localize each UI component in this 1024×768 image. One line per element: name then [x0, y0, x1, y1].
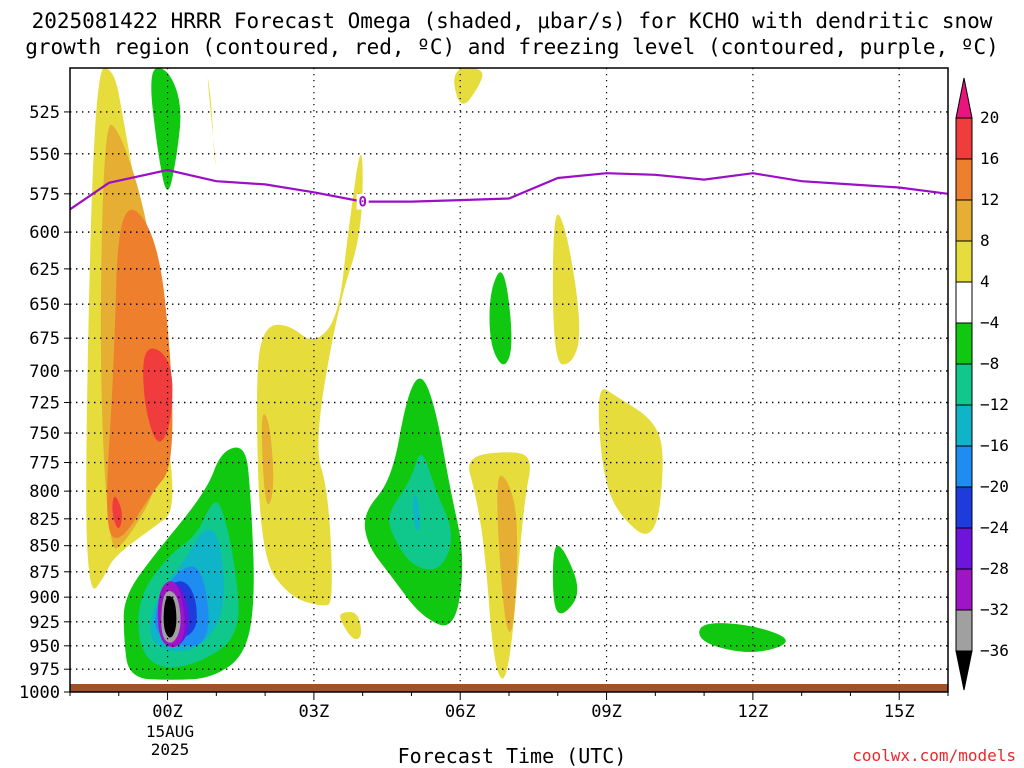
colorbar-label-11: −28	[980, 559, 1009, 578]
ytick-label-550: 550	[29, 145, 60, 165]
colorbar-segment-12	[955, 609, 973, 652]
colorbar-label-0: 20	[980, 108, 999, 127]
ytick-label-650: 650	[29, 295, 60, 315]
colorbar-segment-1	[955, 158, 973, 201]
colorbar-label-12: −32	[980, 600, 1009, 619]
colorbar-label-1: 16	[980, 149, 999, 168]
ytick-label-700: 700	[29, 362, 60, 382]
colorbar-label-8: −16	[980, 436, 1009, 455]
omega-region-2	[107, 209, 173, 539]
freezing-level-line	[70, 168, 948, 211]
colorbar-segment-2	[955, 199, 973, 242]
colorbar-segment-0	[955, 117, 973, 160]
ytick-label-675: 675	[29, 329, 60, 349]
date-label-day: 15AUG	[145, 722, 195, 741]
ytick-label-825: 825	[29, 510, 60, 530]
omega-region-5	[207, 78, 216, 164]
source-credit: coolwx.com/models	[852, 746, 1016, 765]
ytick-label-725: 725	[29, 393, 60, 413]
colorbar-bottom-arrow	[955, 650, 973, 691]
ytick-label-850: 850	[29, 537, 60, 557]
colorbar-segment-4	[955, 281, 973, 324]
ytick-label-575: 575	[29, 185, 60, 205]
omega-region-25	[389, 454, 452, 570]
freezing-level-label-bg	[356, 193, 369, 210]
colorbar-label-9: −20	[980, 477, 1009, 496]
colorbar-label-10: −24	[980, 518, 1009, 537]
ytick-label-750: 750	[29, 424, 60, 444]
omega-region-11	[497, 475, 518, 632]
omega-shading	[86, 68, 786, 680]
colorbar-label-13: −36	[980, 641, 1009, 660]
colorbar-segment-11	[955, 568, 973, 611]
omega-region-27	[489, 272, 512, 365]
colorbar-segment-10	[955, 527, 973, 570]
omega-region-9	[454, 68, 483, 104]
ytick-label-600: 600	[29, 223, 60, 243]
xtick-label-15Z: 15Z	[884, 702, 915, 722]
freezing-level-label: 0	[358, 195, 366, 211]
omega-colorbar: 20 16 12 8 4 −4 −8 −12 −16 −20 −24 −28 −32 −36	[955, 77, 1009, 691]
omega-region-3	[143, 348, 173, 442]
colorbar-label-7: −12	[980, 395, 1009, 414]
ytick-label-625: 625	[29, 260, 60, 280]
xtick-label-06Z: 06Z	[445, 702, 476, 722]
ytick-label-875: 875	[29, 563, 60, 583]
omega-region-7	[261, 414, 274, 505]
xtick-label-03Z: 03Z	[299, 702, 330, 722]
ytick-label-525: 525	[29, 103, 60, 123]
colorbar-segment-7	[955, 404, 973, 447]
ytick-label-900: 900	[29, 588, 60, 608]
colorbar-segment-6	[955, 363, 973, 406]
omega-region-28	[552, 545, 578, 614]
colorbar-top-arrow	[955, 77, 973, 119]
colorbar-segment-3	[955, 240, 973, 283]
pressure-gridlines	[70, 68, 948, 692]
xtick-label-12Z: 12Z	[738, 702, 769, 722]
omega-region-4	[112, 496, 123, 528]
pressure-axis: 525 550 575 600 625 650 675 700 725 750 775 800 825 8…	[19, 103, 70, 703]
omega-region-13	[598, 389, 663, 534]
time-axis: 00Z 03Z 06Z 09Z 12Z 15Z	[69, 692, 949, 722]
omega-region-8	[340, 612, 362, 640]
ytick-label-775: 775	[29, 454, 60, 474]
ytick-label-800: 800	[29, 482, 60, 502]
omega-region-29	[699, 623, 786, 652]
colorbar-segment-5	[955, 322, 973, 365]
xtick-label-09Z: 09Z	[591, 702, 622, 722]
freezing-level-contour: 0	[70, 168, 948, 211]
colorbar-label-2: 12	[980, 190, 999, 209]
ytick-label-975: 975	[29, 660, 60, 680]
ground-surface	[70, 684, 948, 692]
omega-region-14	[151, 68, 181, 190]
ytick-label-1000: 1000	[19, 683, 60, 703]
colorbar-label-4: 4	[980, 272, 990, 291]
omega-region-23	[163, 596, 177, 638]
ytick-label-950: 950	[29, 637, 60, 657]
colorbar-label-3: 8	[980, 231, 990, 250]
omega-region-12	[552, 214, 580, 365]
date-label-year: 2025	[150, 740, 190, 759]
ytick-label-925: 925	[29, 613, 60, 633]
colorbar-label-5: −4	[980, 313, 999, 332]
omega-region-6	[257, 154, 363, 606]
chart-title-line1: 2025081422 HRRR Forecast Omega (shaded, …	[31, 9, 993, 33]
colorbar-label-6: −8	[980, 354, 999, 373]
x-axis-label: Forecast Time (UTC)	[397, 744, 627, 768]
colorbar-segment-8	[955, 445, 973, 488]
omega-region-26	[412, 495, 420, 531]
colorbar-segment-9	[955, 486, 973, 529]
xtick-label-00Z: 00Z	[152, 702, 183, 722]
chart-title-line2: growth region (contoured, red, ºC) and f…	[25, 35, 999, 59]
